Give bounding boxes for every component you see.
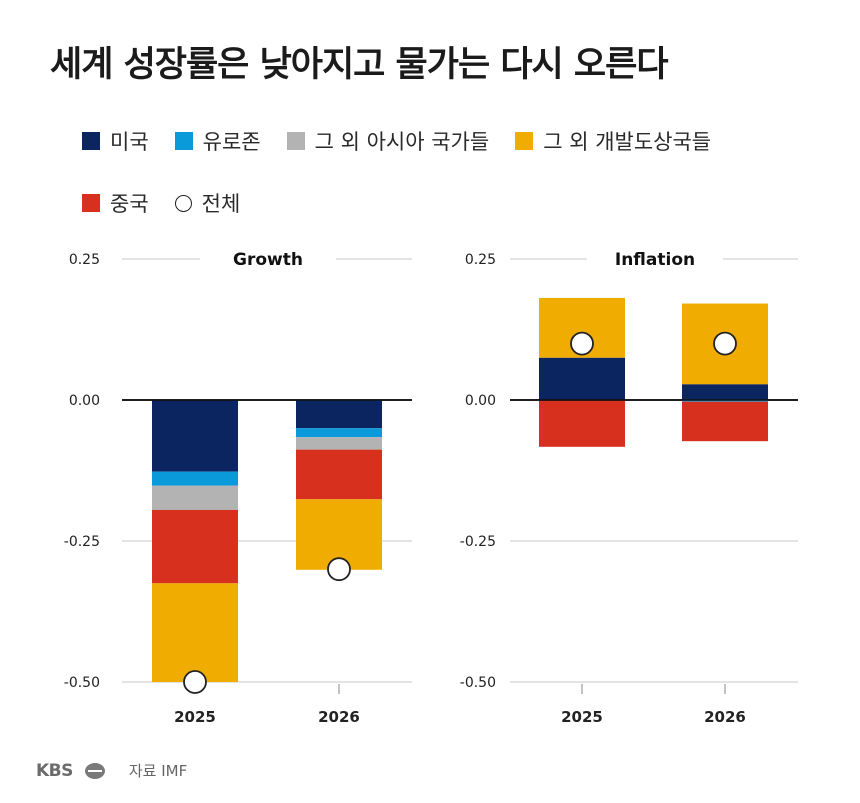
kbs-logo: KBS: [36, 760, 73, 781]
chart-title: 세계 성장률은 낮아지고 물가는 다시 오른다: [50, 45, 669, 85]
legend-swatch: [174, 132, 193, 150]
bar-segment: [539, 357, 625, 400]
bar-segment: [682, 400, 768, 402]
bar-segment: [152, 471, 238, 486]
legend-swatch: [286, 132, 305, 150]
legend-label: 그 외 아시아 국가들: [314, 130, 490, 154]
bar-segment: [152, 583, 238, 682]
legend-label: 중국: [110, 192, 149, 216]
y-tick-label: -0.25: [460, 534, 496, 550]
legend-circle-icon: [174, 194, 192, 212]
y-tick-label: 0.00: [69, 393, 100, 409]
bar-segment: [296, 400, 382, 429]
total-point: [713, 331, 737, 356]
legend-item: 유로존: [174, 126, 261, 156]
bar-segment: [682, 384, 768, 400]
legend-label: 그 외 개발도상국들: [543, 130, 712, 154]
total-point: [570, 331, 594, 356]
y-tick-label: -0.25: [64, 534, 100, 550]
x-tick-label: 2026: [704, 708, 746, 726]
legend-swatch: [82, 132, 100, 150]
legend-item: 미국: [82, 126, 149, 156]
kbs-logo-mark-icon: [84, 762, 105, 779]
legend-item: 중국: [82, 188, 149, 218]
total-point: [327, 557, 351, 582]
total-point: [183, 670, 207, 694]
bar-segment: [152, 400, 238, 472]
panel-title: Growth: [233, 250, 303, 270]
source-note: 자료 IMF: [128, 762, 188, 780]
footer: KBS 자료 IMF: [36, 760, 187, 781]
bar-segment: [296, 437, 382, 450]
bar-segment: [539, 400, 625, 447]
y-tick-label: 0.25: [465, 252, 496, 268]
x-tick-label: 2026: [318, 708, 360, 726]
y-tick-label: -0.50: [460, 675, 496, 691]
legend-swatch: [515, 132, 534, 150]
y-tick-label: 0.25: [69, 252, 100, 268]
bar-segment: [296, 449, 382, 500]
x-tick-label: 2025: [561, 708, 603, 726]
legend-swatch: [82, 194, 100, 212]
bar-segment: [296, 428, 382, 438]
legend-label: 유로존: [202, 130, 261, 154]
legend-item: 그 외 아시아 국가들: [286, 126, 490, 156]
panel-title: Inflation: [615, 250, 695, 270]
bar-segment: [152, 485, 238, 510]
bar-segment: [152, 509, 238, 584]
legend-item: 전체: [174, 188, 241, 218]
y-tick-label: 0.00: [465, 393, 496, 409]
y-tick-label: -0.50: [64, 675, 100, 691]
x-tick-label: 2025: [174, 708, 216, 726]
bar-segment: [682, 401, 768, 442]
legend-item: 그 외 개발도상국들: [515, 126, 711, 156]
legend-label: 전체: [201, 192, 241, 216]
legend-label: 미국: [110, 130, 149, 154]
